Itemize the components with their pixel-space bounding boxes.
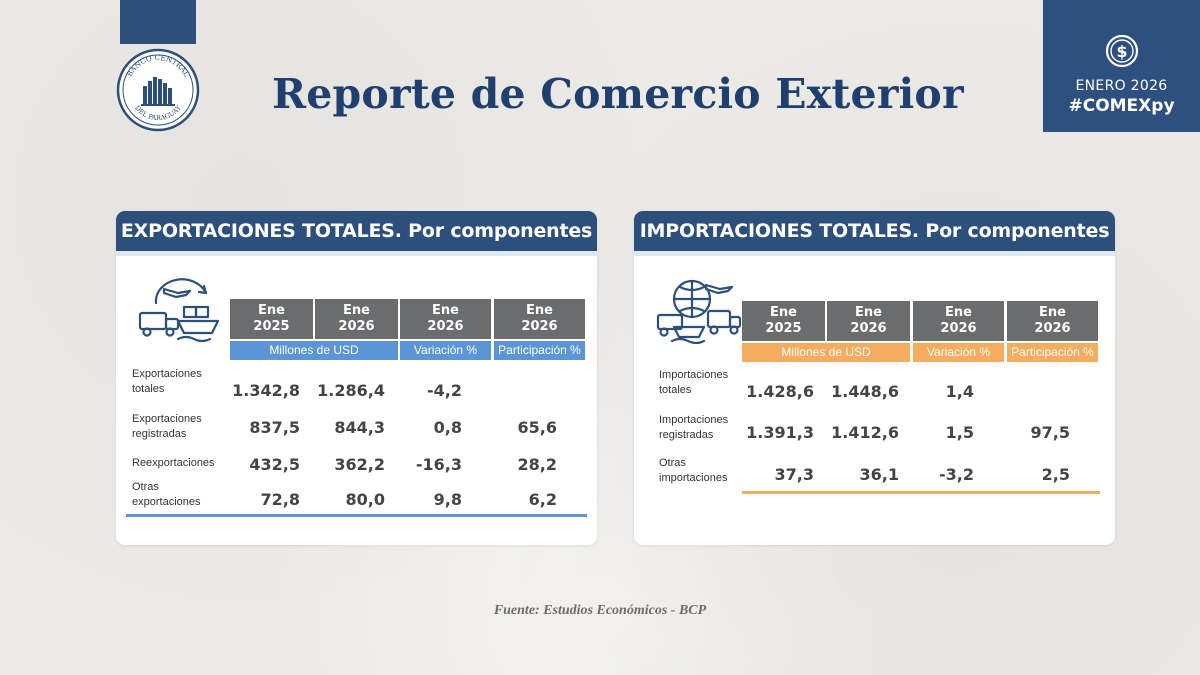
imports-panel-title: IMPORTACIONES TOTALES. Por componentes bbox=[634, 211, 1115, 251]
dollar-coin-icon: $ bbox=[1105, 34, 1139, 68]
col-header-ene-2026-var: Ene 2026 bbox=[913, 301, 1004, 341]
table-cell: 1.286,4 bbox=[317, 381, 385, 400]
row-label: Exportaciones totales bbox=[132, 368, 202, 395]
col-header-ene-2025: Ene 2025 bbox=[742, 301, 825, 341]
table-cell: 1.412,6 bbox=[831, 423, 899, 442]
date-badge: $ ENERO 2026 #COMEXpy bbox=[1043, 0, 1200, 132]
row-label: Importaciones totales bbox=[659, 369, 729, 396]
row-label: Otras exportaciones bbox=[132, 481, 201, 508]
bcp-logo: BANCO CENTRAL DEL PARAGUAY bbox=[116, 48, 200, 132]
table-bottom-rule bbox=[742, 491, 1100, 494]
subheader-participacion: Participación % bbox=[1007, 343, 1098, 362]
svg-text:$: $ bbox=[1116, 42, 1127, 61]
col-header-ene-2026: Ene 2026 bbox=[315, 299, 398, 339]
badge-month: ENERO 2026 bbox=[1075, 78, 1168, 94]
table-cell: 1,5 bbox=[945, 423, 974, 442]
col-header-ene-2026-var: Ene 2026 bbox=[400, 299, 491, 339]
table-cell: 9,8 bbox=[433, 490, 462, 509]
table-cell: 6,2 bbox=[528, 490, 557, 509]
subheader-millones: Millones de USD bbox=[230, 341, 398, 360]
table-cell: 1.428,6 bbox=[746, 382, 814, 401]
table-cell: 37,3 bbox=[774, 465, 814, 484]
table-cell: 0,8 bbox=[433, 418, 462, 437]
subheader-participacion: Participación % bbox=[494, 341, 585, 360]
table-cell: 1.391,3 bbox=[746, 423, 814, 442]
subheader-variacion: Variación % bbox=[400, 341, 491, 360]
logo-ribbon bbox=[120, 0, 196, 44]
table-cell: 2,5 bbox=[1041, 465, 1070, 484]
table-cell: -3,2 bbox=[939, 465, 974, 484]
table-cell: 432,5 bbox=[249, 455, 300, 474]
table-cell: 1.448,6 bbox=[831, 382, 899, 401]
table-cell: 80,0 bbox=[345, 490, 385, 509]
table-cell: 65,6 bbox=[517, 418, 557, 437]
table-cell: 72,8 bbox=[260, 490, 300, 509]
col-header-ene-2026-part: Ene 2026 bbox=[1007, 301, 1098, 341]
panel-divider bbox=[116, 251, 597, 256]
table-cell: 1.342,8 bbox=[232, 381, 300, 400]
table-cell: 36,1 bbox=[859, 465, 899, 484]
table-cell: 28,2 bbox=[517, 455, 557, 474]
col-header-ene-2026-part: Ene 2026 bbox=[494, 299, 585, 339]
panel-divider bbox=[634, 251, 1115, 256]
table-cell: 1,4 bbox=[945, 382, 974, 401]
col-header-ene-2025: Ene 2025 bbox=[230, 299, 313, 339]
subheader-millones: Millones de USD bbox=[742, 343, 910, 362]
table-cell: 97,5 bbox=[1030, 423, 1070, 442]
trade-logistics-icon bbox=[138, 278, 220, 343]
col-header-ene-2026: Ene 2026 bbox=[827, 301, 910, 341]
table-bottom-rule bbox=[126, 514, 587, 517]
table-cell: 844,3 bbox=[334, 418, 385, 437]
table-cell: 837,5 bbox=[249, 418, 300, 437]
row-label: Exportaciones registradas bbox=[132, 413, 202, 440]
badge-hashtag: #COMEXpy bbox=[1068, 96, 1175, 116]
table-cell: 362,2 bbox=[334, 455, 385, 474]
table-cell: -4,2 bbox=[427, 381, 462, 400]
exports-panel-title: EXPORTACIONES TOTALES. Por componentes bbox=[116, 211, 597, 251]
row-label: Reexportaciones bbox=[132, 457, 215, 469]
exports-panel: EXPORTACIONES TOTALES. Por componentes E… bbox=[116, 211, 597, 545]
imports-panel: IMPORTACIONES TOTALES. Por componentes E… bbox=[634, 211, 1115, 545]
row-label: Otras importaciones bbox=[659, 457, 728, 484]
row-label: Importaciones registradas bbox=[659, 414, 729, 441]
source-note: Fuente: Estudios Económicos - BCP bbox=[493, 603, 707, 618]
trade-logistics-icon bbox=[656, 279, 742, 345]
subheader-variacion: Variación % bbox=[913, 343, 1004, 362]
page-title: Reporte de Comercio Exterior bbox=[272, 70, 964, 118]
table-cell: -16,3 bbox=[415, 455, 462, 474]
